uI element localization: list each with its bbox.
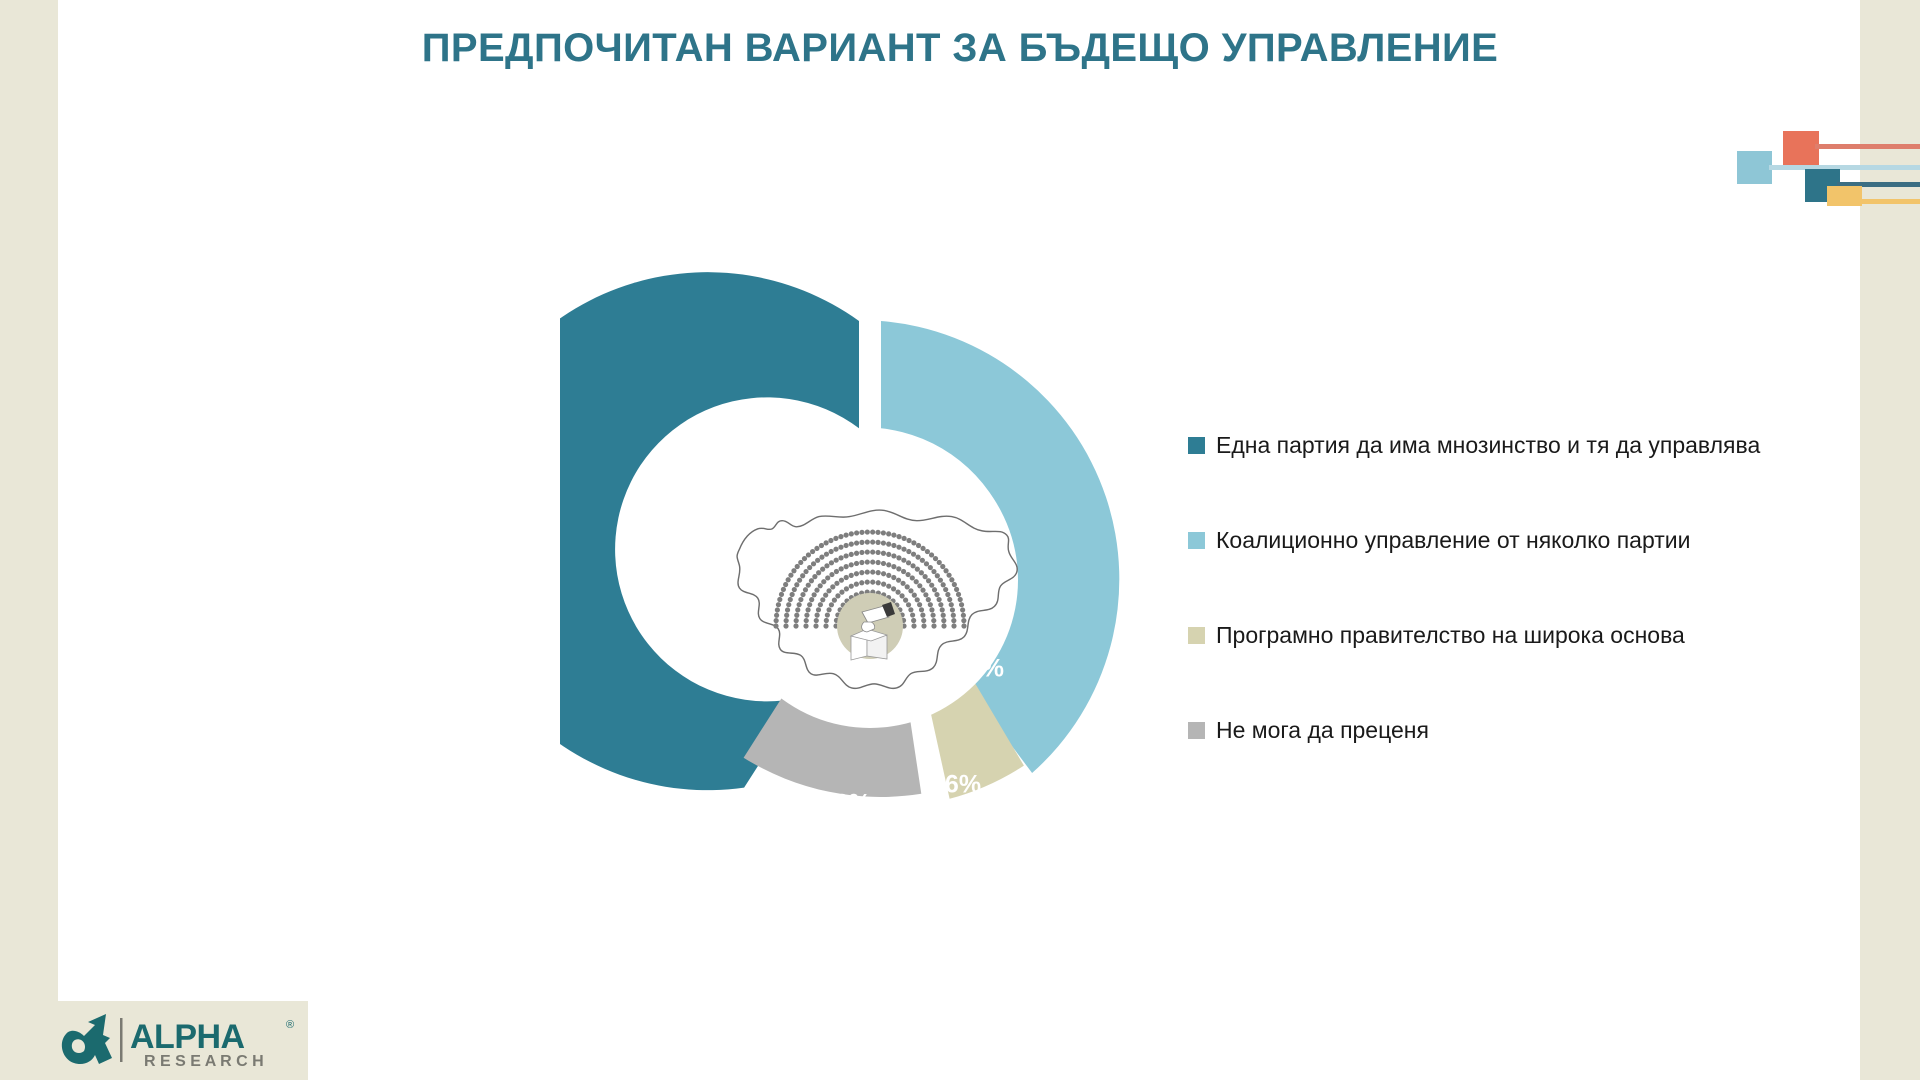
- salmon-square: [1783, 131, 1819, 165]
- logo-subtitle: R E S E A R C H: [144, 1053, 264, 1070]
- legend-swatch-icon: [1188, 532, 1205, 549]
- legend-swatch-icon: [1188, 627, 1205, 644]
- logo-divider: [120, 1017, 123, 1062]
- legend-item-coalition[interactable]: Коалиционно управление от няколко партии: [1188, 493, 1828, 588]
- legend-item-cannot-judge[interactable]: Не мога да преценя: [1188, 683, 1828, 778]
- amber-square: [1827, 186, 1862, 219]
- light-blue-line: [1769, 165, 1920, 170]
- legend: Една партия да има мнозинство и тя да уп…: [1188, 398, 1828, 778]
- legend-item-single-party[interactable]: Една партия да има мнозинство и тя да уп…: [1188, 398, 1828, 493]
- legend-item-label: Коалиционно управление от няколко партии: [1216, 527, 1691, 553]
- slice-label-40: 40%: [954, 655, 1004, 683]
- legend-item-label: Не мога да преценя: [1216, 717, 1429, 743]
- slice-label-42: 42%: [753, 661, 803, 689]
- amber-line: [1859, 199, 1920, 204]
- donut-chart: 42% 40% 6% 12%: [560, 270, 1180, 850]
- slice-program-group: [926, 675, 1024, 799]
- slice-program-government[interactable]: [926, 675, 1024, 799]
- corner-accent-marks: [1735, 128, 1920, 219]
- teal-line: [1837, 182, 1920, 187]
- slice-label-6: 6%: [945, 771, 981, 799]
- alpha-research-logo[interactable]: ALPHA ® R E S E A R C H: [58, 1001, 308, 1080]
- legend-item-program-government[interactable]: Програмно правителство на широка основа: [1188, 588, 1828, 683]
- legend-swatch-icon: [1188, 437, 1205, 454]
- right-beige-band: [1860, 0, 1920, 1080]
- legend-swatch-icon: [1188, 722, 1205, 739]
- left-beige-band: [0, 0, 58, 1080]
- accent-svg: [1737, 131, 1920, 219]
- logo-brand: ALPHA: [130, 1018, 245, 1056]
- logo-trademark: ®: [286, 1019, 294, 1031]
- ballot-box-icon: [837, 593, 903, 661]
- salmon-line: [1815, 144, 1920, 149]
- slice-single-party[interactable]: [560, 272, 859, 791]
- parliament-seats-icon: [773, 529, 967, 629]
- alpha-arrow-icon: [61, 1013, 112, 1064]
- logo-svg: ALPHA ® R E S E A R C H: [61, 1013, 294, 1070]
- light-blue-square: [1737, 151, 1772, 184]
- legend-item-label: Програмно правителство на широка основа: [1216, 622, 1685, 648]
- page-title: ПРЕДПОЧИТАН ВАРИАНТ ЗА БЪДЕЩО УПРАВЛЕНИЕ: [421, 26, 1499, 70]
- donut-chart-svg: 42% 40% 6% 12%: [560, 272, 1120, 818]
- legend-item-label: Една партия да има мнозинство и тя да уп…: [1216, 432, 1761, 458]
- slice-label-12: 12%: [821, 790, 871, 818]
- slice-coalition[interactable]: [881, 321, 1120, 773]
